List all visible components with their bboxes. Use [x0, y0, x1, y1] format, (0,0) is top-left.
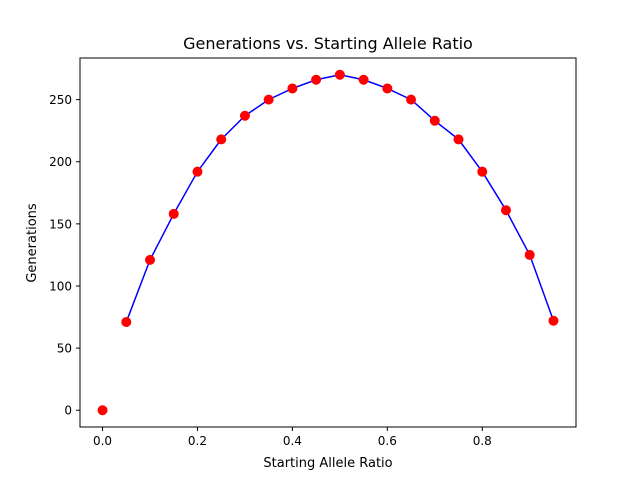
data-point	[500, 205, 511, 216]
plot-area	[97, 69, 559, 416]
data-point	[239, 110, 250, 121]
data-point	[168, 208, 179, 219]
data-point	[548, 315, 559, 326]
data-point	[358, 74, 369, 85]
y-axis: 0 50 100 150 200 250	[49, 93, 80, 418]
data-point	[263, 94, 274, 105]
data-point	[121, 317, 132, 328]
data-point	[524, 249, 535, 260]
data-point	[406, 94, 417, 105]
y-axis-label: Generations	[25, 203, 40, 283]
y-tick-label: 200	[49, 155, 72, 169]
data-point	[477, 166, 488, 177]
data-point	[311, 74, 322, 85]
data-point	[192, 166, 203, 177]
data-point	[287, 83, 298, 94]
y-tick-label: 250	[49, 93, 72, 107]
x-axis: 0.0 0.2 0.4 0.6 0.8	[93, 427, 492, 448]
x-tick-label: 0.8	[473, 434, 492, 448]
x-tick-label: 0.4	[283, 434, 302, 448]
x-tick-label: 0.2	[188, 434, 207, 448]
x-tick-label: 0.0	[93, 434, 112, 448]
chart-title: Generations vs. Starting Allele Ratio	[183, 34, 473, 53]
data-point	[453, 134, 464, 145]
x-axis-label: Starting Allele Ratio	[263, 456, 392, 471]
y-tick-label: 100	[49, 279, 72, 293]
data-point	[334, 69, 345, 80]
data-point	[145, 254, 156, 265]
y-tick-label: 0	[64, 404, 72, 418]
data-point	[429, 115, 440, 126]
data-point	[382, 83, 393, 94]
x-tick-label: 0.6	[378, 434, 397, 448]
data-point	[216, 134, 227, 145]
data-point	[97, 405, 108, 416]
y-tick-label: 150	[49, 217, 72, 231]
y-tick-label: 50	[57, 342, 72, 356]
plot-frame	[79, 57, 577, 428]
